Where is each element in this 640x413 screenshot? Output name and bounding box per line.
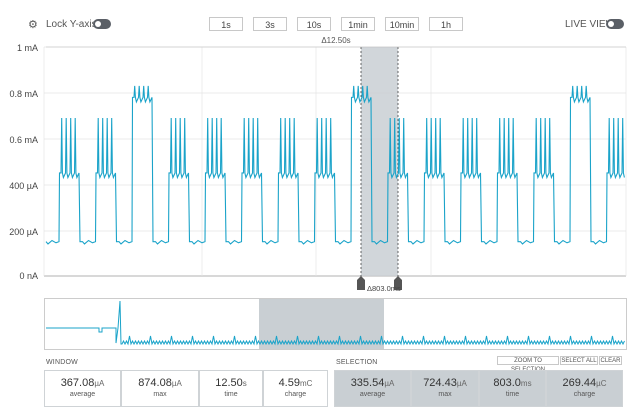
selection-average: 335.54µA average (334, 370, 411, 407)
lock-y-axis-label: Lock Y-axis (46, 19, 97, 30)
live-view-toggle[interactable] (606, 19, 624, 29)
time-button-1min[interactable]: 1min (341, 17, 375, 31)
time-button-3s[interactable]: 3s (253, 17, 287, 31)
y-tick-0na: 0 nA (19, 271, 38, 281)
y-tick-1ma: 1 mA (16, 43, 38, 53)
window-time: 12.50s time (199, 370, 263, 407)
overview-trace (46, 300, 625, 346)
window-title: WINDOW (46, 359, 78, 366)
selection-region (361, 47, 398, 276)
y-tick-0.6ma: 0.6 mA (9, 135, 38, 145)
zoom-to-selection-button[interactable]: ZOOM TO SELECTION (497, 356, 559, 373)
select-all-button[interactable]: SELECT ALL (560, 356, 598, 365)
selection-max: 724.43µA max (411, 370, 479, 407)
delta-top-label: Δ12.50s (321, 36, 350, 45)
selection-handle-left (357, 276, 365, 290)
time-button-1s[interactable]: 1s (209, 17, 243, 31)
main-chart[interactable]: Δ12.50s Δ803.0ms (0, 0, 640, 300)
time-button-10min[interactable]: 10min (385, 17, 419, 31)
y-tick-200ua: 200 µA (9, 227, 38, 237)
window-charge: 4.59mC charge (263, 370, 328, 407)
clear-button[interactable]: CLEAR (599, 356, 622, 365)
lock-y-axis-toggle[interactable] (93, 19, 111, 29)
y-tick-400ua: 400 µA (9, 181, 38, 191)
live-view-label: LIVE VIEW (565, 19, 616, 30)
window-max: 874.08µA max (121, 370, 199, 407)
current-trace (45, 85, 625, 245)
selection-time: 803.0ms time (479, 370, 546, 407)
window-average: 367.08µA average (44, 370, 121, 407)
overview-chart[interactable] (44, 298, 627, 350)
selection-charge: 269.44µC charge (546, 370, 623, 407)
time-button-1h[interactable]: 1h (429, 17, 463, 31)
time-button-10s[interactable]: 10s (297, 17, 331, 31)
delta-bottom-label: Δ803.0ms (367, 284, 401, 293)
gear-icon[interactable]: ⚙ (28, 19, 38, 31)
selection-title: SELECTION (336, 359, 378, 366)
selection-handle-right (394, 276, 402, 290)
y-tick-0.8ma: 0.8 mA (9, 89, 38, 99)
